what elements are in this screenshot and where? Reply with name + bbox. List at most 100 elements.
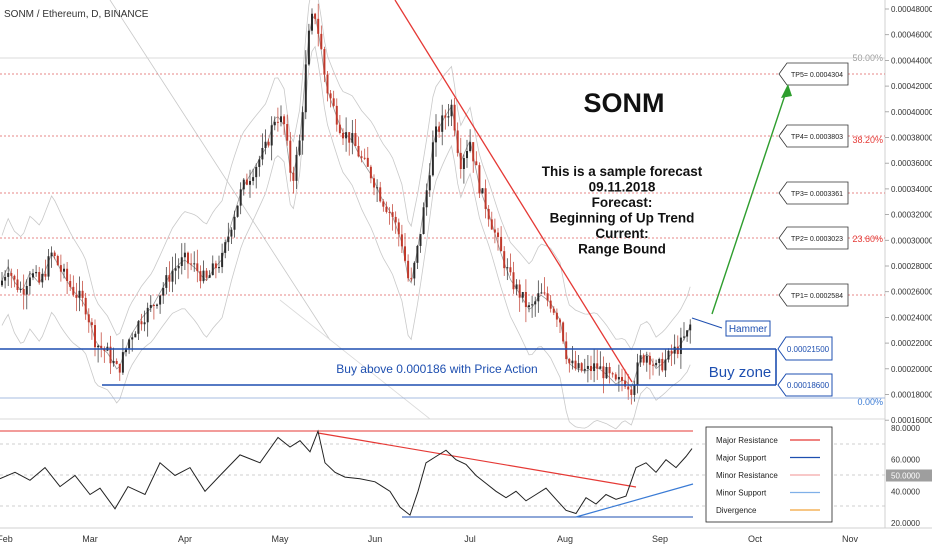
candle-body [624,380,627,387]
candle-body [28,277,31,286]
candle-body [276,121,279,123]
candle-body [168,275,171,282]
candle-body [376,187,379,189]
forecast-block: This is a sample forecast09.11.2018Forec… [542,164,703,257]
candle-body [261,147,264,160]
candle-body [453,104,456,131]
candle-body [444,115,447,118]
target-label: TP3= 0.0003361 [791,191,843,198]
candle-body [41,273,44,283]
candle-body [397,222,400,235]
target-callout [778,283,849,307]
candle-body [459,152,462,170]
candle-body [493,229,496,233]
candle-body [180,257,183,266]
candle-body [233,216,236,230]
candle-body [425,190,428,208]
candle-body [391,212,394,217]
candle-body [456,130,459,153]
candle-body [450,104,453,117]
candle-body [100,345,103,349]
candle-body [78,290,81,298]
candle-body [329,93,332,99]
price-tick-label: 0.00016000 [891,416,932,425]
target-callout [778,62,849,86]
candlesticks [1,3,692,405]
candle-body [53,252,56,256]
candle-body [267,141,270,146]
candle-body [472,142,475,162]
forecast-line: This is a sample forecast [542,164,703,179]
candle-body [199,271,202,282]
candle-body [44,273,47,277]
price-tick-label: 0.00046000 [891,31,932,40]
osc-highlight-tag [886,469,932,482]
candle-body [543,292,546,294]
trendline-faint-2 [279,299,431,420]
candle-body [348,132,351,143]
candle-body [295,154,298,181]
candle-body [332,98,335,106]
candle-body [335,105,338,125]
candle-body [469,142,472,152]
candle-body [81,290,84,298]
candle-body [137,321,140,334]
candle-body [478,165,481,194]
candle-body [559,319,561,323]
hammer-pointer [691,317,723,329]
candle-body [428,175,431,191]
time-label: Feb [0,534,13,544]
price-tick-label: 0.00024000 [891,313,932,322]
candle-body [596,363,599,369]
candle-body [642,355,645,363]
time-label: Nov [842,534,859,544]
forecast-line: Forecast: [592,195,653,210]
candle-body [252,177,255,181]
candle-body [583,368,586,371]
candle-body [280,116,282,123]
candle-body [441,115,444,132]
candle-body [286,124,289,141]
candle-body [602,366,605,379]
target-arrow-line [711,91,787,315]
fib-percent-label: 0.00% [857,397,883,407]
candle-body [475,161,478,166]
candle-body [283,116,286,125]
candle-body [497,232,499,237]
candle-body [484,188,487,209]
candle-body [35,271,38,274]
candle-body [75,294,78,298]
candle-body [16,279,19,291]
legend-label: Divergence [716,506,757,515]
price-tick-label: 0.00040000 [891,108,932,117]
hammer-label: Hammer [729,324,768,335]
candle-body [515,284,518,290]
candle-body [90,322,93,326]
candle-body [4,276,7,281]
candle-body [645,355,648,363]
candle-body [363,157,366,159]
candle-body [87,314,90,323]
forecast-line: Range Bound [578,242,666,257]
candle-body [258,159,261,167]
candle-body [385,206,388,212]
candle-body [413,262,416,279]
candle-body [289,140,292,173]
candle-body [19,288,22,291]
price-tick-label: 0.00038000 [891,134,932,143]
candle-body [115,360,118,364]
candle-body [177,265,180,269]
candle-body [196,263,199,272]
candle-body [72,286,75,295]
candle-body [112,360,115,364]
target-callout [778,124,849,148]
candle-body [388,211,391,213]
legend-label: Minor Resistance [716,471,778,480]
candle-body [605,366,608,379]
candle-body [611,373,614,375]
candle-body [273,121,276,126]
candle-body [404,246,406,261]
candle-body [239,189,242,206]
legend-label: Major Support [716,454,767,463]
band-line [1,45,691,430]
